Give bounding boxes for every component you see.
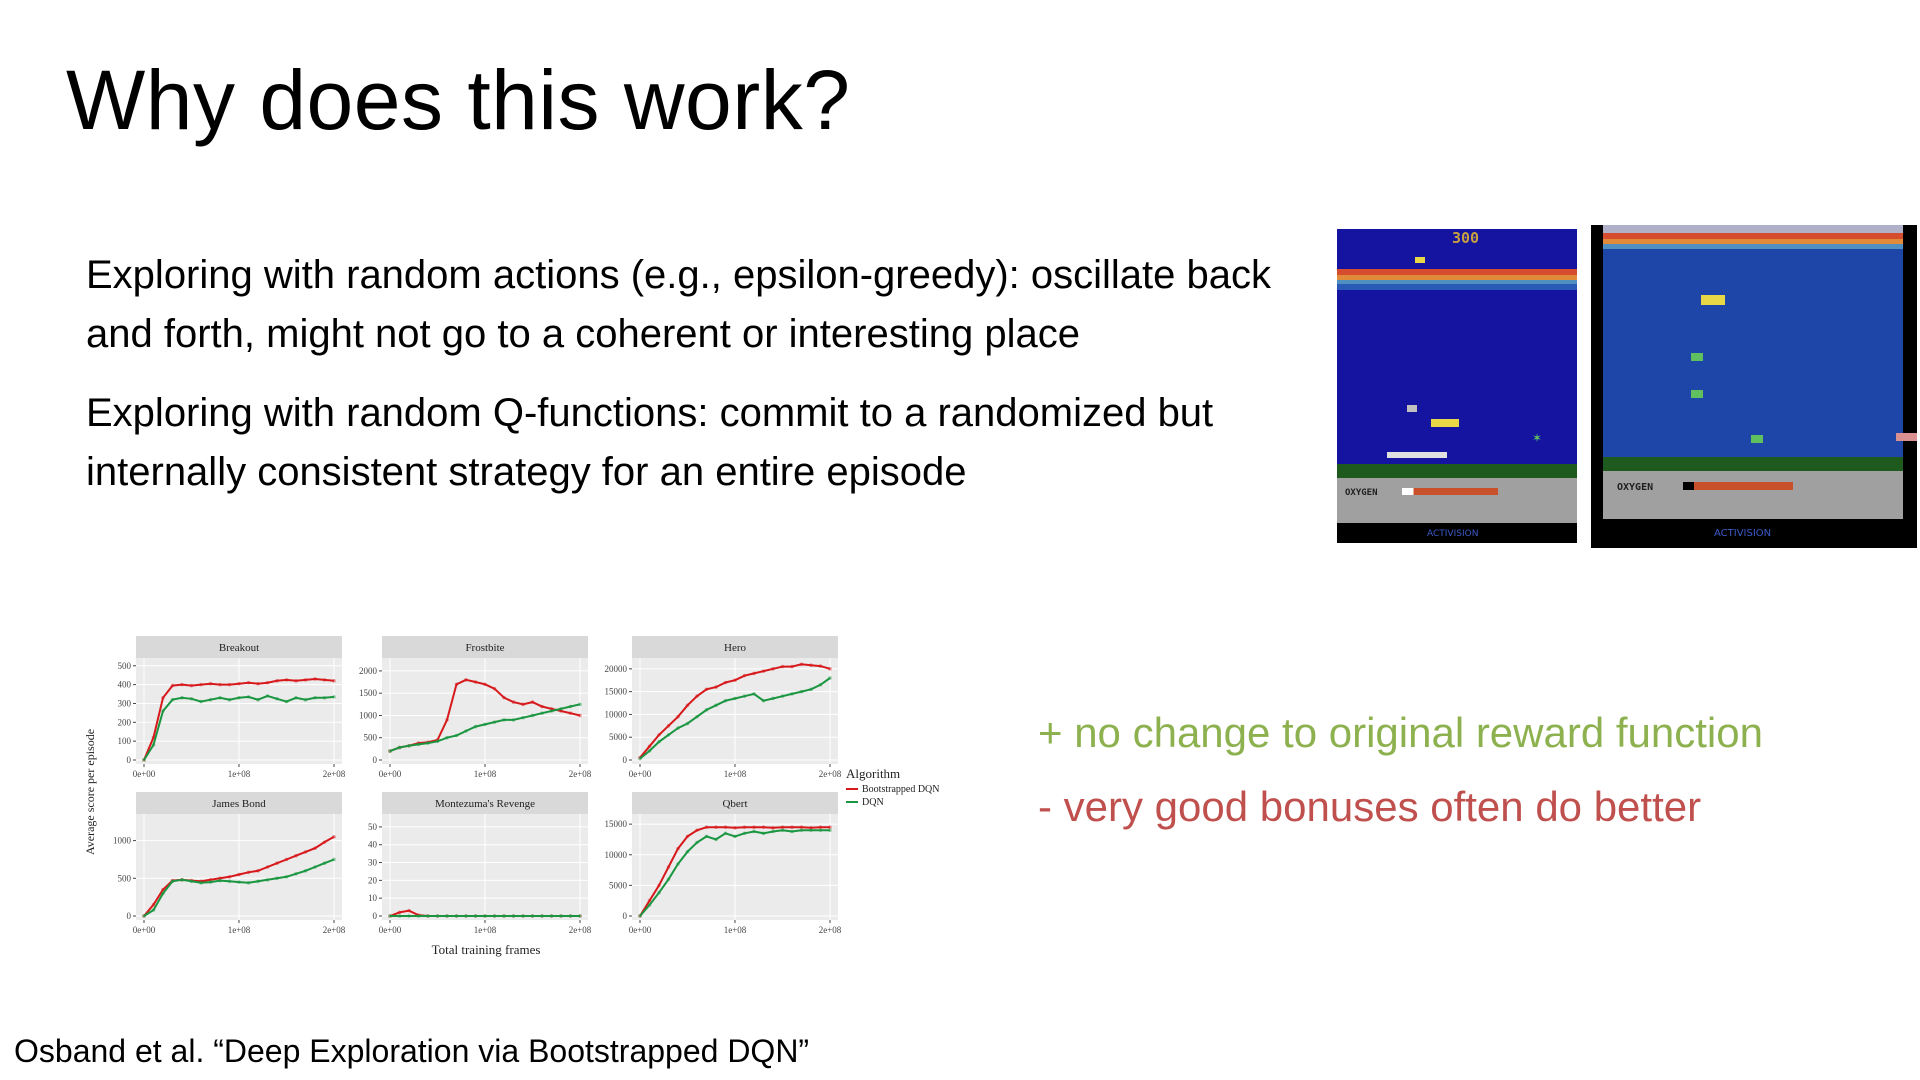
x-tick-label: 0e+00 — [629, 769, 652, 779]
x-tick-label: 1e+08 — [474, 925, 497, 935]
x-tick-label: 0e+00 — [133, 769, 156, 779]
y-tick-label: 0 — [127, 911, 132, 921]
activision-logo: ACTIVISION — [1427, 529, 1478, 539]
panel-strip — [632, 792, 838, 814]
y-tick-label: 200 — [118, 717, 132, 727]
y-tick-label: 5000 — [609, 880, 628, 890]
x-tick-label: 1e+08 — [724, 769, 747, 779]
y-tick-label: 2000 — [359, 666, 378, 676]
y-tick-label: 0 — [623, 755, 628, 765]
bullet-list: Exploring with random actions (e.g., eps… — [86, 246, 1336, 522]
y-tick-label: 20 — [368, 875, 378, 885]
series-line — [639, 829, 830, 917]
y-tick-label: 1000 — [359, 710, 378, 720]
series-line — [639, 826, 830, 917]
y-tick-label: 100 — [118, 736, 132, 746]
oxygen-label: OXYGEN — [1345, 488, 1378, 498]
bootstrapped-dqn-chart: Breakout 0 100 200 300 400 500 0e+00 1e+08 2e+08 F… — [80, 628, 980, 958]
score-text: 300 — [1452, 229, 1479, 247]
panel-strip — [632, 636, 838, 658]
x-tick-label: 1e+08 — [474, 769, 497, 779]
svg-text:✶: ✶ — [1532, 431, 1542, 445]
y-tick-label: 10000 — [605, 850, 628, 860]
y-tick-label: 400 — [118, 680, 132, 690]
game-screenshot-2: OXYGEN ACTIVISION — [1591, 225, 1917, 548]
slide-title: Why does this work? — [66, 53, 851, 147]
y-tick-label: 500 — [118, 661, 132, 671]
game-screenshot-1: 300 ✶ OXYGEN ACTIVISION — [1337, 229, 1577, 543]
y-tick-label: 5000 — [609, 732, 628, 742]
y-tick-label: 0 — [373, 911, 378, 921]
y-tick-label: 0 — [127, 755, 132, 765]
y-tick-label: 500 — [364, 733, 378, 743]
y-tick-label: 50 — [368, 822, 378, 832]
y-tick-label: 30 — [368, 858, 378, 868]
oxygen-label: OXYGEN — [1617, 482, 1653, 493]
y-tick-label: 20000 — [605, 664, 628, 674]
y-tick-label: 10 — [368, 893, 378, 903]
x-axis-label: Total training frames — [432, 942, 541, 957]
oxygen-level — [1683, 482, 1694, 490]
panel-title: Qbert — [722, 798, 747, 810]
series-line — [143, 694, 335, 761]
x-tick-label: 0e+00 — [379, 769, 402, 779]
series-line — [639, 663, 831, 759]
x-tick-label: 2e+08 — [323, 925, 346, 935]
series-line — [639, 677, 831, 760]
y-tick-label: 10000 — [605, 709, 628, 719]
x-tick-label: 2e+08 — [569, 769, 592, 779]
y-tick-label: 1500 — [359, 688, 378, 698]
panel-strip — [136, 636, 342, 658]
x-tick-label: 1e+08 — [228, 925, 251, 935]
y-tick-label: 1000 — [113, 836, 132, 846]
panel-strip — [382, 636, 588, 658]
y-tick-label: 0 — [373, 755, 378, 765]
x-tick-label: 0e+00 — [379, 925, 402, 935]
series-line — [389, 703, 581, 753]
panel-strip — [136, 792, 342, 814]
x-tick-label: 1e+08 — [228, 769, 251, 779]
y-tick-label: 15000 — [605, 819, 628, 829]
panel-title: Breakout — [219, 642, 259, 654]
series-line — [143, 858, 335, 917]
panel-title: James Bond — [212, 798, 266, 810]
bullet-random-actions: Exploring with random actions (e.g., eps… — [86, 253, 1272, 356]
panel-title: Frostbite — [465, 642, 504, 654]
y-axis-label: Average score per episode — [83, 729, 97, 855]
oxygen-bar — [1402, 488, 1498, 495]
panel-strip — [382, 792, 588, 814]
legend-entry: Bootstrapped DQN — [862, 784, 940, 795]
series-line — [143, 677, 335, 761]
panel-title: Montezuma's Revenge — [435, 798, 535, 810]
pro-point: + no change to original reward function — [1038, 709, 1763, 756]
x-tick-label: 2e+08 — [569, 925, 592, 935]
legend-entry: DQN — [862, 797, 884, 808]
legend-title: Algorithm — [846, 766, 900, 781]
x-tick-label: 2e+08 — [323, 769, 346, 779]
panel-title: Hero — [724, 642, 746, 654]
x-tick-label: 2e+08 — [819, 925, 842, 935]
y-tick-label: 15000 — [605, 687, 628, 697]
y-tick-label: 40 — [368, 840, 378, 850]
y-tick-label: 0 — [623, 911, 628, 921]
con-point: - very good bonuses often do better — [1038, 783, 1702, 830]
activision-logo: ACTIVISION — [1714, 528, 1771, 539]
y-tick-label: 500 — [118, 873, 132, 883]
x-tick-label: 2e+08 — [819, 769, 842, 779]
y-tick-label: 300 — [118, 698, 132, 708]
oxygen-bar — [1683, 482, 1793, 490]
x-tick-label: 0e+00 — [133, 925, 156, 935]
oxygen-level — [1402, 488, 1414, 495]
citation: Osband et al. “Deep Exploration via Boot… — [14, 1033, 810, 1069]
x-tick-label: 1e+08 — [724, 925, 747, 935]
bullet-random-q-functions: Exploring with random Q-functions: commi… — [86, 391, 1214, 494]
series-line — [389, 678, 581, 753]
x-tick-label: 0e+00 — [629, 925, 652, 935]
